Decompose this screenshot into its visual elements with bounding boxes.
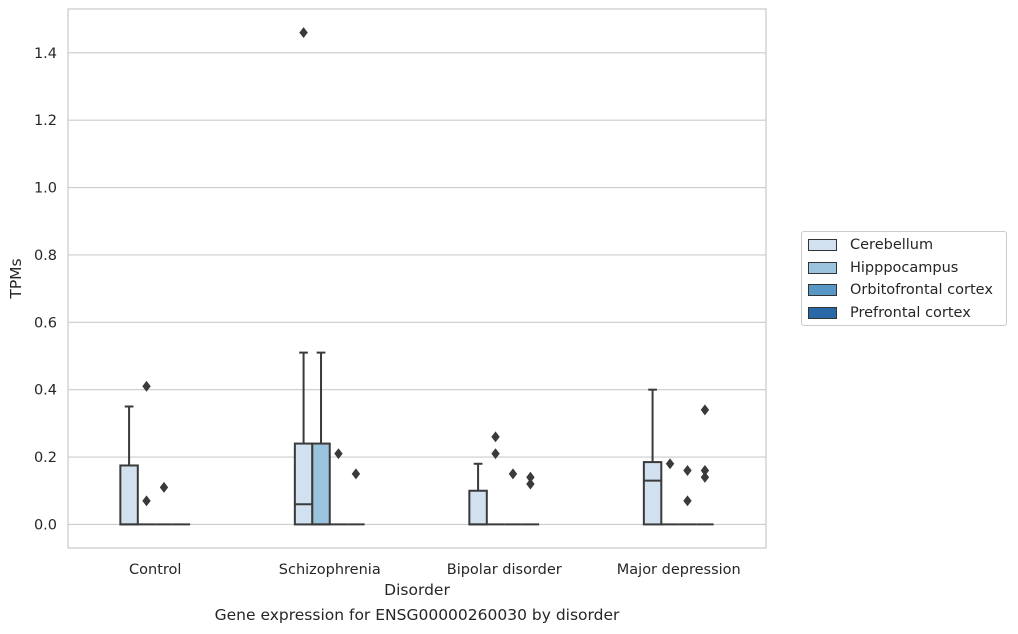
box-prefrontal-cortex xyxy=(521,471,540,526)
y-tick-label: 1.0 xyxy=(34,181,57,197)
x-tick-label: Control xyxy=(129,562,181,578)
iqr-box xyxy=(293,442,314,526)
grid-lines xyxy=(68,52,766,526)
box-hipppocampus xyxy=(311,351,331,526)
legend-swatch xyxy=(808,239,837,251)
legend-label: Orbitofrontal cortex xyxy=(850,282,993,298)
y-axis-title: TPMs xyxy=(7,258,25,299)
x-tick-label: Major depression xyxy=(617,562,741,578)
y-tick-label: 0.0 xyxy=(34,517,57,533)
legend-label: Cerebellum xyxy=(850,237,934,253)
box-orbitofrontal-cortex xyxy=(678,465,697,526)
outlier-point xyxy=(526,478,535,490)
outlier-point xyxy=(700,465,710,476)
box-cerebellum xyxy=(293,27,314,526)
y-tick-label: 0.8 xyxy=(34,248,57,264)
legend: Cerebellum Hipppocampus Orbitofrontal co… xyxy=(801,231,1007,326)
box-cerebellum xyxy=(119,405,139,526)
y-tick-label: 1.2 xyxy=(34,113,57,129)
legend-item-hippocampus: Hipppocampus xyxy=(808,258,958,278)
iqr-box xyxy=(468,489,488,526)
outlier-point xyxy=(665,458,675,470)
iqr-box xyxy=(119,464,139,526)
box-orbitofrontal-cortex xyxy=(329,448,348,526)
outlier-point xyxy=(491,448,500,460)
y-tick-label: 1.4 xyxy=(34,46,57,62)
x-tick-label: Schizophrenia xyxy=(279,562,381,578)
x-axis-title: Disorder xyxy=(384,581,450,599)
legend-swatch xyxy=(808,307,837,319)
chart-caption: Gene expression for ENSG00000260030 by d… xyxy=(214,606,620,624)
iqr-box xyxy=(311,442,331,526)
outlier-point xyxy=(299,27,308,39)
plot-frame xyxy=(67,8,767,549)
legend-swatch xyxy=(808,284,837,296)
outlier-point xyxy=(159,481,169,493)
legend-item-orbitofrontal-cortex: Orbitofrontal cortex xyxy=(808,280,993,300)
legend-swatch xyxy=(808,262,837,274)
box-prefrontal-cortex xyxy=(347,468,365,526)
outlier-point xyxy=(508,468,518,480)
y-tick-label: 0.2 xyxy=(34,450,57,466)
outlier-point xyxy=(700,404,710,416)
box-hipppocampus xyxy=(137,380,156,526)
legend-label: Hipppocampus xyxy=(850,260,959,276)
box-hipppocampus xyxy=(486,431,505,526)
box-hipppocampus xyxy=(661,458,679,526)
box-orbitofrontal-cortex xyxy=(155,481,173,526)
box-cerebellum xyxy=(642,388,663,526)
box-prefrontal-cortex xyxy=(696,404,714,526)
outlier-point xyxy=(526,471,535,483)
box-plot-series xyxy=(119,27,714,526)
outlier-point xyxy=(683,495,692,507)
outlier-point xyxy=(491,431,500,443)
box-orbitofrontal-cortex xyxy=(504,468,522,526)
outlier-point xyxy=(142,495,151,507)
iqr-box xyxy=(642,461,663,526)
box-cerebellum xyxy=(468,462,488,526)
legend-item-prefrontal-cortex: Prefrontal cortex xyxy=(808,303,971,323)
y-tick-label: 0.6 xyxy=(34,315,57,331)
legend-label: Prefrontal cortex xyxy=(850,305,971,321)
y-tick-label: 0.4 xyxy=(34,383,57,399)
tick-labels: 0.0 0.2 0.4 0.6 0.8 1.0 1.2 1.4 Control Schizophr… xyxy=(34,46,741,578)
x-tick-label: Bipolar disorder xyxy=(447,562,562,578)
outlier-point xyxy=(700,471,710,483)
outlier-point xyxy=(142,380,151,392)
outlier-point xyxy=(351,468,361,480)
legend-item-cerebellum: Cerebellum xyxy=(808,235,933,255)
outlier-point xyxy=(683,465,692,476)
outlier-point xyxy=(334,448,343,460)
